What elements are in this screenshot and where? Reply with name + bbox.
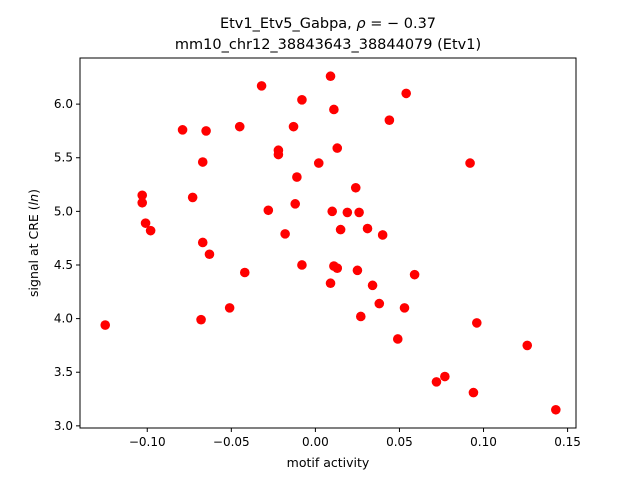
data-point [288,121,299,132]
data-points [100,71,561,415]
data-point [290,199,301,209]
x-tick-label: 0.10 [470,435,497,449]
x-tick-label: 0.05 [386,435,413,449]
x-tick-label: −0.05 [213,435,250,449]
data-point [350,182,361,193]
data-point [468,387,479,398]
x-tick-label: 0.15 [554,435,581,449]
data-point [100,320,111,330]
data-point [187,192,198,203]
y-tick-label: 4.0 [54,312,73,326]
data-point [297,95,307,105]
data-point [342,207,353,218]
y-tick-label: 4.5 [54,258,73,272]
data-point [224,303,235,313]
data-point [201,126,211,136]
data-point [137,190,148,201]
data-point [401,88,411,99]
data-point [177,125,188,135]
data-point [145,225,156,236]
data-point [196,314,206,325]
data-point [239,267,250,278]
data-point [325,71,336,82]
data-point [204,249,215,260]
data-point [197,157,208,167]
data-point [137,197,148,208]
data-point [551,404,561,415]
data-point [465,158,475,168]
chart-title-line1: Etv1_Etv5_Gabpa, ρ = − 0.37 [220,16,436,32]
y-tick-label: 5.0 [54,204,73,218]
data-point [440,371,450,382]
x-tick-label: 0.00 [302,435,329,449]
y-axis-label: signal at CRE (ln) [26,189,41,297]
data-point [332,263,343,274]
data-point [362,223,373,234]
x-axis-label: motif activity [287,455,370,470]
y-tick-label: 5.5 [54,151,73,165]
data-point [329,104,339,115]
data-point [522,340,533,351]
data-point [256,81,267,91]
data-point [297,260,307,270]
data-point [409,269,420,280]
data-point [352,265,363,276]
data-point [374,298,385,309]
data-point [234,121,245,132]
data-point [140,218,151,228]
chart-title-line2: mm10_chr12_38843643_38844079 (Etv1) [175,37,481,53]
data-point [292,172,302,182]
data-point [197,237,208,248]
y-tick-label: 6.0 [54,97,73,111]
x-tick-label: −0.10 [129,435,166,449]
data-point [392,334,403,344]
y-axis-ticks: 3.0 3.5 4.0 4.5 5.0 5.5 6.0 [54,97,80,433]
data-point [325,278,336,289]
data-point [354,207,364,218]
data-point [399,303,410,313]
data-point [332,143,343,153]
data-point [313,158,324,168]
x-axis-ticks: −0.10 −0.05 0.00 0.05 0.10 0.15 [129,428,581,449]
data-point [273,149,284,160]
data-point [431,377,442,387]
data-point [280,229,290,239]
data-point [472,318,482,328]
data-point [367,280,378,291]
data-point [355,311,366,322]
y-tick-label: 3.5 [54,365,73,379]
data-point [384,115,395,126]
y-tick-label: 3.0 [54,419,73,433]
data-point [377,230,388,240]
data-point [263,205,274,216]
data-point [327,206,338,217]
plot-frame [79,57,577,429]
data-point [335,224,346,235]
